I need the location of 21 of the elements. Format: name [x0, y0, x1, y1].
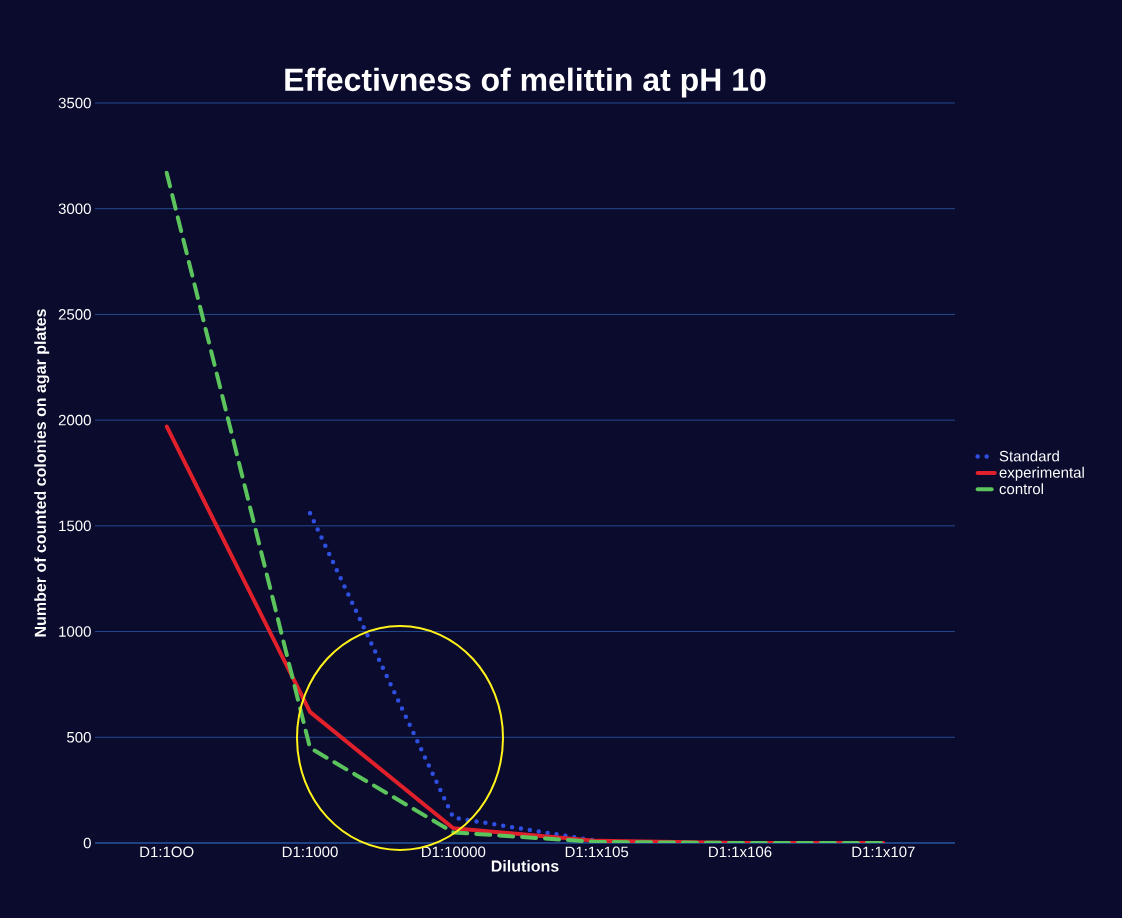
y-tick-label: 3000	[58, 203, 91, 215]
chart-title: Effectivness of melittin at pH 10	[285, 67, 766, 98]
x-tick-label: D1:1x105	[565, 846, 629, 858]
legend-label: Standard	[999, 450, 1059, 462]
y-tick-label: 3500	[58, 97, 91, 109]
x-tick-label: D1:1x106	[709, 846, 772, 858]
y-tick-label: 2000	[58, 414, 91, 426]
x-axis-title: Dilutions	[491, 860, 559, 872]
y-tick-label: 500	[67, 731, 91, 743]
x-tick-label: D1:1x107	[852, 846, 915, 858]
y-tick-label: 1500	[59, 520, 91, 532]
y-tick-label: 0	[83, 837, 91, 849]
x-tick-label: D1:1OO	[140, 846, 194, 858]
y-tick-label: 1000	[59, 626, 91, 637]
y-axis-title: Number of counted colonies on agar plates	[34, 309, 50, 637]
x-tick-label: D1:10000	[422, 846, 486, 858]
legend-label: experimental	[999, 466, 1084, 481]
line-series	[164, 170, 886, 843]
x-tick-label: D1:1000	[282, 846, 338, 858]
y-tick-label: 2500	[58, 309, 91, 320]
legend-label: control	[999, 483, 1043, 495]
